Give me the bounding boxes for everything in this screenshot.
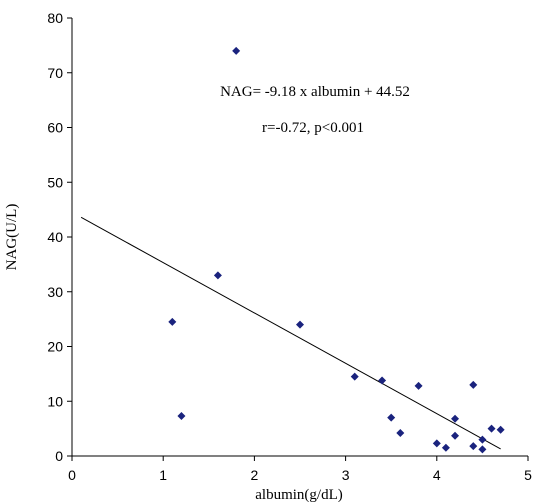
x-tick-label: 3 [342,467,350,483]
data-point [396,429,405,438]
stats-annotation: r=-0.72, p<0.001 [262,120,364,136]
y-tick-label: 10 [47,393,63,409]
y-tick-label: 40 [47,229,63,245]
x-axis-title: albumin(g/dL) [255,487,342,502]
x-tick-label: 1 [159,467,167,483]
x-axis-ticks: 0 1 2 3 4 5 [68,456,532,483]
equation-annotation: NAG= -9.18 x albumin + 44.52 [220,84,410,100]
y-tick-label: 30 [47,284,63,300]
y-tick-label: 20 [47,339,63,355]
y-tick-label: 70 [47,65,63,81]
data-point [441,443,450,452]
data-point [177,412,186,421]
data-point [496,425,505,434]
x-tick-label: 5 [524,467,532,483]
data-point [487,424,496,433]
data-point [296,320,304,329]
data-point [387,413,396,422]
y-tick-label: 50 [47,174,63,190]
data-point [451,414,460,423]
data-point [469,442,478,451]
y-axis-title: NAG(U/L) [4,204,20,271]
plot-area: 0 10 20 30 40 50 60 70 80 0 1 2 3 4 5 [47,10,532,483]
data-point [378,376,387,385]
data-point [414,381,423,390]
data-points [168,46,505,454]
data-point [350,372,359,381]
data-point [213,271,222,280]
x-tick-label: 4 [433,467,441,483]
y-tick-label: 0 [55,448,63,464]
data-point [451,431,460,440]
data-point [432,439,441,448]
x-tick-label: 2 [251,467,259,483]
data-point [478,445,487,454]
y-axis-ticks: 0 10 20 30 40 50 60 70 80 [47,10,72,464]
y-tick-label: 60 [47,120,63,136]
y-tick-label: 80 [47,10,63,26]
regression-line [80,216,501,450]
data-point [478,435,487,444]
data-point [469,380,478,389]
x-tick-label: 0 [68,467,76,483]
data-point [168,317,177,326]
data-point [232,46,241,55]
